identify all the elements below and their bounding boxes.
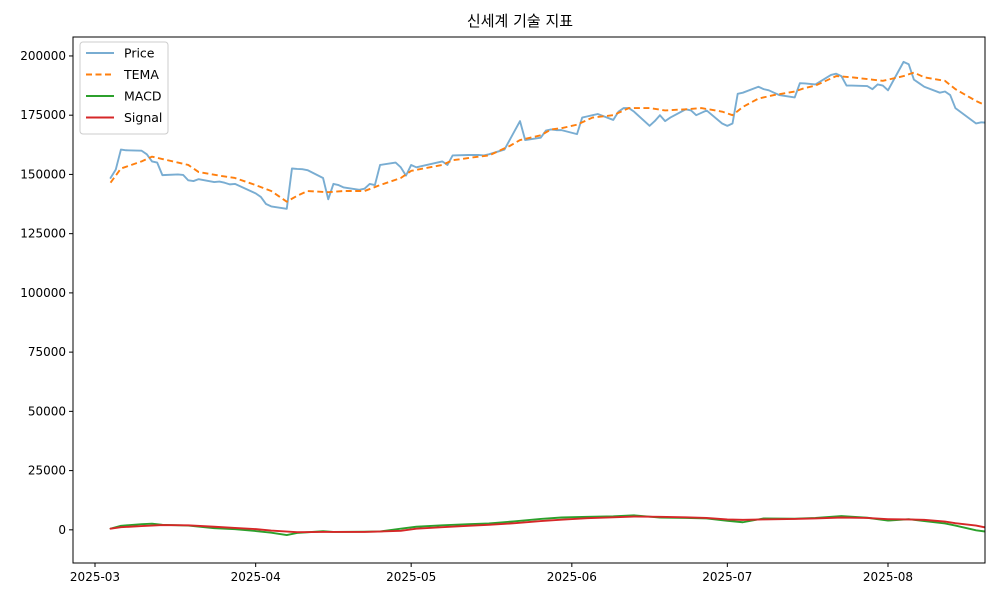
x-tick-label: 2025-04 [231, 570, 281, 584]
legend-label-macd: MACD [124, 89, 161, 104]
legend-box [79, 41, 169, 135]
x-tick-label: 2025-08 [863, 570, 913, 584]
chart-title: 신세계 기술 지표 [466, 12, 574, 30]
legend: Price TEMA MACD Signal [79, 41, 169, 135]
series-line-tema [109, 71, 985, 203]
axes-layer: 0 25000 50000 75000 100000 125000 150000 175000… [20, 36, 986, 584]
y-tick-label: 25000 [28, 464, 66, 478]
y-tick-label: 50000 [28, 404, 66, 418]
y-tick-label: 125000 [20, 227, 66, 241]
plot-area [73, 37, 985, 563]
legend-label-tema: TEMA [123, 67, 159, 82]
y-tick-label: 150000 [20, 167, 66, 181]
plot-background [73, 37, 985, 563]
x-tick-label: 2025-07 [702, 570, 752, 584]
series-line-macd [109, 514, 985, 536]
legend-label-signal: Signal [124, 110, 162, 125]
y-tick-label: 75000 [28, 345, 66, 359]
series-layer [109, 60, 985, 536]
y-tick-label: 175000 [20, 108, 66, 122]
x-tick-label: 2025-06 [547, 570, 597, 584]
axes-frame [72, 36, 986, 564]
series-line-signal [109, 515, 985, 534]
x-tick-label: 2025-03 [70, 570, 120, 584]
x-tick-label: 2025-05 [386, 570, 436, 584]
y-tick-label: 0 [58, 523, 66, 537]
y-tick-label: 200000 [20, 49, 66, 63]
series-line-price [109, 60, 985, 210]
y-tick-label: 100000 [20, 286, 66, 300]
legend-label-price: Price [124, 46, 155, 61]
